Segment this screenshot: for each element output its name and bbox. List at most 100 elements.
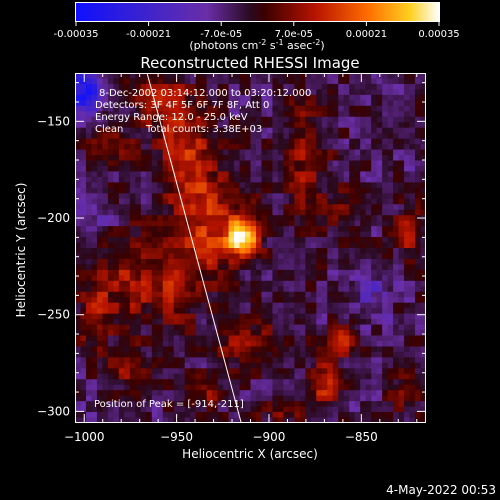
heatmap-cell: [250, 335, 257, 342]
heatmap-cell: [365, 73, 372, 79]
heatmap-cell: [195, 319, 202, 325]
heatmap-cell: [266, 144, 273, 150]
heatmap-cell: [398, 286, 405, 293]
heatmap-cell: [382, 357, 389, 364]
heatmap-cell: [118, 94, 125, 101]
heatmap-cell: [184, 406, 191, 413]
heatmap-cell: [294, 209, 301, 216]
heatmap-cell: [250, 237, 257, 243]
heatmap-cell: [124, 390, 131, 397]
heatmap-cell: [321, 160, 328, 167]
heatmap-cell: [157, 160, 164, 167]
heatmap-cell: [294, 105, 301, 112]
heatmap-cell: [266, 198, 273, 205]
heatmap-cell: [250, 122, 257, 129]
heatmap-cell: [146, 346, 153, 353]
heatmap-cell: [102, 406, 109, 413]
heatmap-cell: [415, 138, 421, 145]
heatmap-cell: [75, 373, 81, 380]
heatmap-cell: [85, 171, 92, 178]
heatmap-cell: [151, 275, 158, 282]
heatmap-cell: [305, 83, 312, 90]
heatmap-cell: [371, 357, 378, 364]
heatmap-cell: [398, 149, 405, 156]
heatmap-cell: [168, 100, 175, 107]
heatmap-cell: [360, 165, 367, 172]
heatmap-cell: [305, 335, 312, 342]
heatmap-cell: [321, 242, 328, 249]
heatmap-cell: [316, 165, 323, 172]
heatmap-cell: [124, 78, 131, 85]
heatmap-cell: [261, 395, 268, 402]
heatmap-cell: [184, 297, 191, 304]
heatmap-cell: [415, 149, 421, 156]
heatmap-cell: [354, 209, 361, 216]
heatmap-cell: [409, 264, 416, 271]
heatmap-cell: [140, 94, 147, 101]
heatmap-cell: [343, 286, 350, 293]
heatmap-cell: [212, 362, 218, 369]
heatmap-cell: [85, 144, 92, 150]
heatmap-cell: [168, 111, 175, 118]
heatmap-cell: [75, 406, 81, 413]
heatmap-cell: [129, 286, 136, 293]
heatmap-cell: [85, 215, 92, 222]
heatmap-cell: [206, 258, 213, 265]
heatmap-cell: [266, 412, 273, 418]
heatmap-cell: [294, 351, 301, 358]
heatmap-cell: [245, 122, 251, 129]
heatmap-cell: [124, 83, 131, 90]
heatmap-cell: [118, 209, 125, 216]
heatmap-cell: [338, 286, 345, 293]
heatmap-cell: [212, 335, 218, 342]
heatmap-cell: [135, 122, 142, 129]
heatmap-cell: [382, 187, 389, 194]
heatmap-cell: [371, 171, 378, 178]
heatmap-cell: [310, 149, 317, 156]
heatmap-cell: [338, 149, 345, 156]
heatmap-cell: [135, 226, 142, 232]
heatmap-cell: [201, 226, 208, 232]
heatmap-cell: [217, 155, 224, 161]
heatmap-cell: [146, 330, 153, 336]
heatmap-cell: [398, 346, 405, 353]
heatmap-cell: [310, 384, 317, 391]
heatmap-cell: [393, 384, 399, 391]
heatmap-cell: [327, 362, 334, 369]
heatmap-cell: [124, 149, 131, 156]
heatmap-cell: [272, 269, 279, 276]
heatmap-cell: [371, 258, 378, 265]
heatmap-cell: [206, 390, 213, 397]
heatmap-cell: [277, 351, 284, 358]
heatmap-cell: [288, 204, 295, 211]
heatmap-cell: [266, 182, 273, 189]
heatmap-cell: [393, 340, 399, 347]
heatmap-cell: [173, 193, 180, 200]
heatmap-cell: [129, 209, 136, 216]
heatmap-cell: [102, 340, 109, 347]
heatmap-cell: [404, 373, 410, 380]
heatmap-cell: [272, 373, 279, 380]
heatmap-cell: [168, 390, 175, 397]
heatmap-cell: [332, 215, 339, 222]
heatmap-cell: [162, 111, 169, 118]
heatmap-cell: [272, 89, 279, 96]
heatmap-cell: [113, 280, 120, 287]
heatmap-cell: [299, 373, 306, 380]
heatmap-cell: [223, 384, 229, 391]
heatmap-cell: [151, 390, 158, 397]
heatmap-cell: [376, 209, 383, 216]
heatmap-cell: [250, 215, 257, 222]
heatmap-cell: [365, 165, 372, 172]
heatmap-cell: [168, 291, 175, 298]
heatmap-cell: [250, 384, 257, 391]
heatmap-cell: [234, 215, 240, 222]
heatmap-cell: [415, 122, 421, 129]
heatmap-cell: [146, 286, 153, 293]
heatmap-cell: [217, 412, 224, 418]
heatmap-cell: [129, 237, 136, 243]
heatmap-cell: [398, 412, 405, 418]
heatmap-cell: [234, 390, 240, 397]
heatmap-cell: [332, 340, 339, 347]
heatmap-cell: [277, 401, 284, 407]
